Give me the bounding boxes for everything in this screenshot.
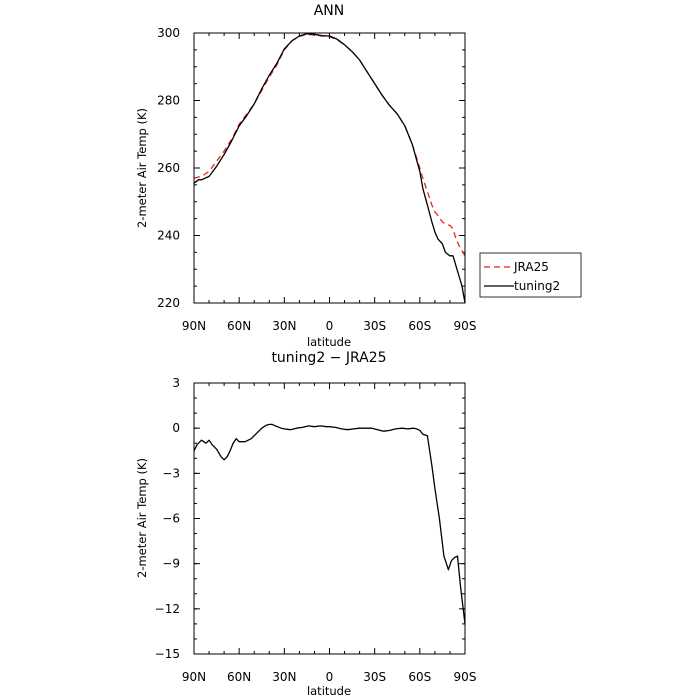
plot-frame — [193, 382, 466, 655]
y-ticks: −15 −12 −9 −6 −3 0 3 — [155, 376, 465, 661]
x-tick-label: 60S — [408, 319, 431, 333]
x-tick-label: 90S — [454, 670, 477, 684]
x-tick-label: 0 — [326, 319, 334, 333]
panel-title: ANN — [314, 3, 345, 19]
legend: JRA25 tuning2 — [479, 252, 582, 298]
y-axis-label: 2-meter Air Temp (K) — [135, 108, 149, 228]
y-tick-label: 0 — [172, 421, 180, 435]
x-tick-label: 30S — [363, 670, 386, 684]
series-lines — [193, 423, 466, 624]
series-line-difference — [193, 423, 466, 624]
x-tick-label: 90S — [454, 319, 477, 333]
x-tick-label: 60N — [227, 319, 251, 333]
x-tick-label: 60N — [227, 670, 251, 684]
series-line-jra25 — [193, 33, 466, 257]
y-tick-label: 260 — [157, 161, 180, 175]
x-tick-label: 90N — [182, 319, 206, 333]
x-axis-label: latitude — [307, 684, 351, 698]
x-axis-label: latitude — [307, 335, 351, 349]
legend-label-tuning2: tuning2 — [514, 279, 560, 293]
x-tick-label: 90N — [182, 670, 206, 684]
x-ticks: 90N 60N 30N 0 30S 60S 90S — [182, 33, 477, 333]
series-line-tuning2 — [193, 33, 466, 304]
y-tick-label: −6 — [162, 512, 180, 526]
panel-title: tuning2 − JRA25 — [271, 350, 386, 366]
x-tick-label: 30N — [272, 319, 296, 333]
y-tick-label: −9 — [162, 557, 180, 571]
y-tick-label: −15 — [155, 647, 180, 661]
y-tick-label: 300 — [157, 26, 180, 40]
y-tick-label: −3 — [162, 466, 180, 480]
series-lines — [193, 33, 466, 304]
temperature-panel: ANN 2-meter Air Temp (K) latitude 90N 60N… — [135, 3, 582, 349]
x-ticks: 90N 60N 30N 0 30S 60S 90S — [182, 383, 477, 684]
difference-panel: tuning2 − JRA25 2-meter Air Temp (K) lat… — [135, 350, 476, 698]
x-tick-label: 30N — [272, 670, 296, 684]
legend-box — [479, 252, 582, 298]
y-tick-label: 280 — [157, 94, 180, 108]
y-axis-label: 2-meter Air Temp (K) — [135, 458, 149, 578]
y-tick-label: 220 — [157, 296, 180, 310]
y-tick-label: −12 — [155, 602, 180, 616]
y-tick-label: 3 — [172, 376, 180, 390]
legend-label-jra25: JRA25 — [513, 260, 549, 274]
x-tick-label: 30S — [363, 319, 386, 333]
x-tick-label: 0 — [326, 670, 334, 684]
y-tick-label: 240 — [157, 229, 180, 243]
plot-frame — [193, 32, 466, 304]
x-tick-label: 60S — [408, 670, 431, 684]
